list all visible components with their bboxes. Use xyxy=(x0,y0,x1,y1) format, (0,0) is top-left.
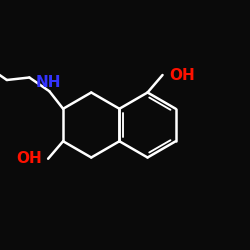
Text: OH: OH xyxy=(169,68,194,82)
Text: OH: OH xyxy=(16,151,42,166)
Text: NH: NH xyxy=(35,75,61,90)
